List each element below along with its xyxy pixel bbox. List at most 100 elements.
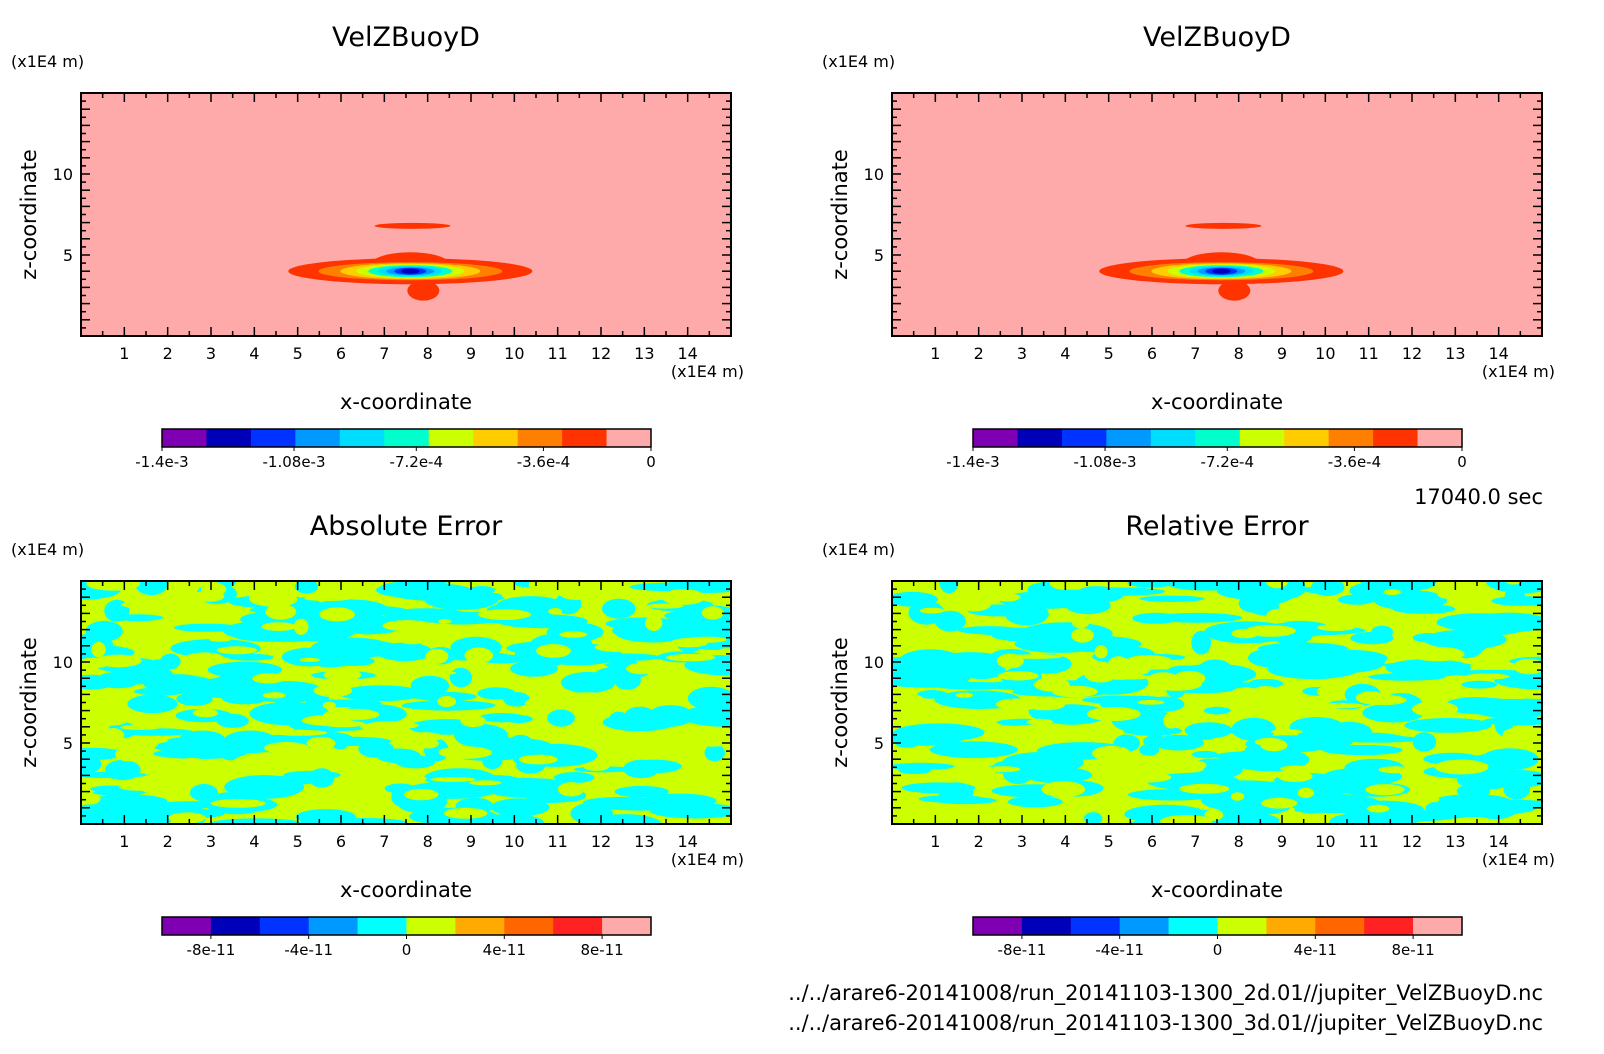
noise-blob [615,623,691,643]
y-axis-label: z-coordinate [17,149,41,280]
x-tick-label: 3 [206,344,216,363]
x-tick-label: 2 [163,344,173,363]
x-tick-label: 7 [379,344,389,363]
noise-blob [536,644,571,658]
noise-blob [179,730,226,749]
noise-blob [939,581,959,594]
x-tick-label: 4 [249,344,259,363]
noise-blob [449,667,472,688]
noise-blob [1486,801,1537,814]
colorbar-swatch [973,429,1018,447]
colorbar-swatch [1413,917,1463,935]
noise-blob [1465,673,1510,680]
x-tick-label: 5 [293,832,303,851]
noise-blob [101,728,125,744]
noise-blob [602,598,636,619]
colorbar-label: 0 [1457,453,1467,471]
noise-blob [957,658,997,678]
noise-blob [321,720,366,728]
noise-blob [187,680,230,696]
x-tick-label: 12 [1402,344,1422,363]
noise-blob [472,737,553,756]
noise-blob [240,756,255,763]
x-axis-label: x-coordinate [340,878,472,902]
noise-blob [687,686,731,710]
noise-blob [264,742,310,754]
x-tick-label: 3 [206,832,216,851]
x-unit-label: (x1E4 m) [671,850,744,869]
noise-blob [1311,581,1345,596]
noise-blob [293,618,309,635]
colorbar-label: -8e-11 [998,941,1047,959]
noise-blob [1191,630,1212,655]
noise-blob [985,766,1021,773]
noise-blob [596,802,687,811]
x-tick-label: 12 [591,344,611,363]
noise-blob [553,772,595,784]
noise-blob [184,652,224,665]
noise-blob [105,759,141,781]
noise-blob [604,746,624,751]
x-tick-label: 10 [1315,832,1335,851]
noise-blob [583,763,610,771]
y-tick-label: 5 [63,246,73,265]
colorbar-swatch [1364,917,1414,935]
noise-blob [1365,784,1405,796]
noise-blob [929,741,1018,759]
noise-blob [86,581,141,591]
y-unit-label: (x1E4 m) [822,540,895,559]
contour-band [1212,268,1231,274]
noise-blob [319,607,356,622]
noise-blob [1513,690,1542,699]
noise-blob [1003,755,1066,776]
noise-blob [1172,765,1204,773]
x-tick-label: 11 [1358,344,1378,363]
y-axis-label: z-coordinate [828,637,852,768]
noise-blob [955,692,974,698]
noise-blob [134,581,168,596]
x-tick-label: 8 [1234,832,1244,851]
noise-blob [547,709,575,727]
noise-blob [1072,587,1166,596]
noise-blob [469,780,502,786]
noise-blob [903,694,925,708]
noise-blob [491,783,515,793]
noise-blob [216,646,258,655]
noise-blob [153,748,247,759]
y-tick-label: 10 [53,653,73,672]
noise-blob [173,757,211,774]
noise-blob [380,581,451,594]
x-tick-label: 7 [1190,832,1200,851]
y-tick-label: 10 [864,165,884,184]
noise-blob [359,723,407,731]
colorbar-label: -4e-11 [284,941,333,959]
noise-blob [1337,594,1376,605]
noise-blob [1411,701,1459,717]
x-tick-label: 3 [1017,344,1027,363]
noise-blob [660,773,685,788]
noise-blob [937,674,971,683]
x-tick-label: 9 [466,344,476,363]
noise-blob [919,607,945,614]
noise-blob [1362,703,1424,723]
noise-blob [261,622,296,631]
y-tick-label: 5 [874,734,884,753]
colorbar-label: 0 [402,941,412,959]
colorbar-swatch [1284,429,1329,447]
y-unit-label: (x1E4 m) [11,52,84,71]
noise-blob [1071,628,1094,643]
chart-panel: Relative Error (x1E4 m) (x1E4 m) x-coordina… [822,511,1555,959]
colorbar-swatch [1070,917,1120,935]
noise-blob [490,798,550,817]
noise-blob [460,715,486,728]
noise-blob [1277,770,1313,782]
noise-blob [1125,655,1173,667]
noise-blob [437,696,457,708]
noise-blob [1041,781,1086,798]
x-tick-label: 6 [336,344,346,363]
noise-blob [1148,672,1178,685]
chart-title: Relative Error [1125,511,1309,542]
noise-blob [1248,647,1308,669]
noise-blob [977,627,1053,637]
